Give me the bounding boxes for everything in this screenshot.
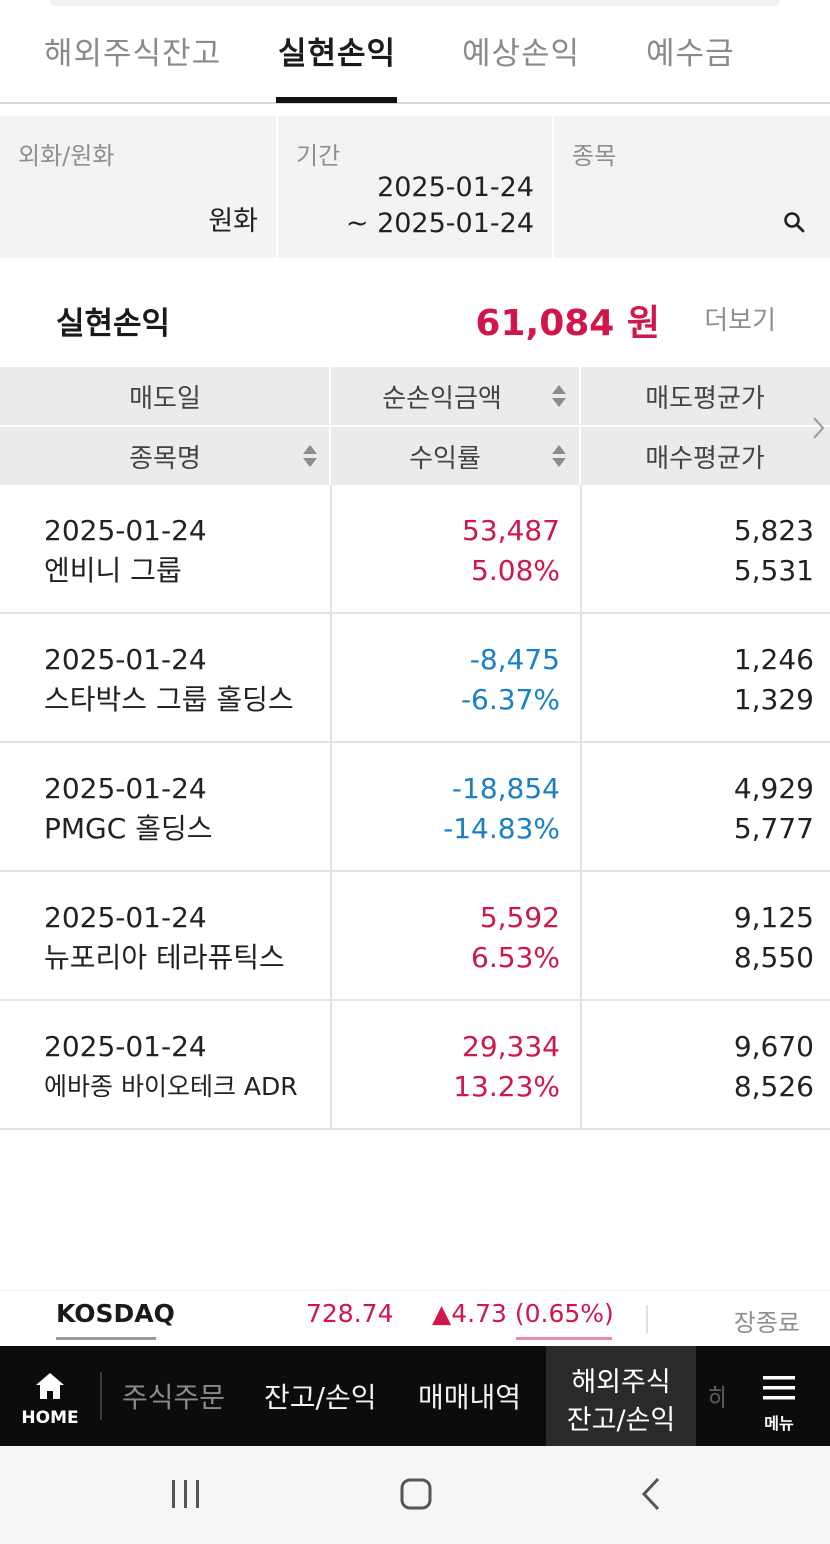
- stock-filter[interactable]: 종목: [552, 116, 830, 258]
- sell-date: 2025-01-24: [44, 643, 207, 676]
- top-search-bar-edge: [50, 0, 780, 6]
- header-return-rate[interactable]: 수익률: [409, 443, 481, 474]
- search-icon[interactable]: [782, 210, 806, 234]
- return-rate: 6.53%: [471, 941, 560, 974]
- net-profit: 53,487: [462, 514, 560, 547]
- sell-avg-price: 1,246: [733, 643, 814, 676]
- buy-avg-price: 5,777: [733, 812, 814, 845]
- currency-filter[interactable]: 외화/원화 원화: [0, 116, 276, 258]
- tab-overseas-balance[interactable]: 해외주식잔고: [44, 36, 222, 72]
- stock-name: 스타박스 그룹 홀딩스: [44, 683, 294, 716]
- net-profit: 29,334: [462, 1030, 560, 1063]
- return-rate: 5.08%: [471, 554, 560, 587]
- header-sell-avg-price: 매도평균가: [645, 383, 765, 414]
- net-profit: -8,475: [469, 643, 560, 676]
- net-profit: -18,854: [451, 772, 560, 805]
- table-header: 매도일 순손익금액 매도평균가 종목명 수익률 매수평균가: [0, 367, 830, 485]
- period-end: ~ 2025-01-24: [345, 208, 534, 239]
- chevron-right-icon[interactable]: [810, 415, 826, 441]
- pnl-table-body: 2025-01-24 엔비니 그룹 53,487 5.08% 5,823 5,531 …: [0, 485, 830, 1130]
- header-stock-name[interactable]: 종목명: [129, 443, 201, 474]
- period-start: 2025-01-24: [377, 172, 534, 203]
- stock-filter-label: 종목: [572, 142, 617, 170]
- stock-name: 에바종 바이오테크 ADR: [44, 1072, 298, 1101]
- period-filter[interactable]: 기간 2025-01-24 ~ 2025-01-24: [276, 116, 552, 258]
- header-sell-date: 매도일: [129, 383, 201, 414]
- home-icon: [36, 1373, 64, 1399]
- more-button[interactable]: 더보기: [704, 306, 776, 336]
- tab-realized-pnl[interactable]: 실현손익: [278, 36, 397, 72]
- table-row[interactable]: 2025-01-24 PMGC 홀딩스 -18,854 -14.83% 4,929 5…: [0, 743, 830, 872]
- nav-divider: [100, 1372, 102, 1420]
- home-system-icon[interactable]: [398, 1476, 434, 1512]
- bottom-nav: HOME 주식주문 잔고/손익 매매내역 해외주식 잔고/손익 해 메뉴: [0, 1346, 830, 1446]
- header-divider: [0, 425, 830, 427]
- menu-label[interactable]: 메뉴: [764, 1414, 794, 1433]
- nav-stock-order[interactable]: 주식주문: [122, 1381, 226, 1414]
- table-row[interactable]: 2025-01-24 에바종 바이오테크 ADR 29,334 13.23% 9,6…: [0, 1001, 830, 1130]
- header-net-profit[interactable]: 순손익금액: [382, 383, 502, 414]
- ticker-next-line-edge: [56, 1337, 156, 1346]
- active-tab-indicator: [276, 97, 397, 103]
- sort-icon[interactable]: [551, 443, 567, 469]
- table-row[interactable]: 2025-01-24 엔비니 그룹 53,487 5.08% 5,823 5,531: [0, 485, 830, 614]
- tab-bar: 해외주식잔고 실현손익 예상손익 예수금: [0, 0, 830, 104]
- summary-total-value: 61,084 원: [475, 303, 660, 344]
- filter-panel: 외화/원화 원화 기간 2025-01-24 ~ 2025-01-24 종목: [0, 116, 830, 258]
- sell-date: 2025-01-24: [44, 514, 207, 547]
- ticker-index-change: ▲4.73 (0.65%): [432, 1299, 614, 1328]
- buy-avg-price: 8,526: [733, 1070, 814, 1103]
- currency-filter-label: 외화/원화: [18, 142, 115, 170]
- sell-avg-price: 9,670: [733, 1030, 814, 1063]
- sell-avg-price: 5,823: [733, 514, 814, 547]
- nav-active-line2: 잔고/손익: [566, 1405, 676, 1436]
- nav-overseas-balance-pnl[interactable]: 해외주식 잔고/손익: [546, 1346, 696, 1446]
- table-row[interactable]: 2025-01-24 스타박스 그룹 홀딩스 -8,475 -6.37% 1,246…: [0, 614, 830, 743]
- buy-avg-price: 1,329: [733, 683, 814, 716]
- ticker-index-name: KOSDAQ: [56, 1299, 175, 1328]
- sell-date: 2025-01-24: [44, 772, 207, 805]
- sell-avg-price: 4,929: [733, 772, 814, 805]
- nav-next-item-peek: 해: [708, 1384, 724, 1414]
- return-rate: -14.83%: [443, 812, 560, 845]
- currency-filter-value: 원화: [208, 206, 258, 237]
- hamburger-menu-icon[interactable]: [762, 1374, 796, 1402]
- home-label: HOME: [21, 1408, 79, 1428]
- sell-date: 2025-01-24: [44, 901, 207, 934]
- net-profit: 5,592: [479, 901, 560, 934]
- buy-avg-price: 8,550: [733, 941, 814, 974]
- home-button[interactable]: HOME: [0, 1346, 100, 1446]
- system-nav-bar: [0, 1446, 830, 1544]
- stock-name: 뉴포리아 테라퓨틱스: [44, 941, 285, 974]
- sort-icon[interactable]: [551, 383, 567, 409]
- market-status: 장종료: [733, 1309, 800, 1337]
- stock-name: PMGC 홀딩스: [44, 812, 213, 845]
- nav-trade-history[interactable]: 매매내역: [418, 1381, 522, 1414]
- table-row[interactable]: 2025-01-24 뉴포리아 테라퓨틱스 5,592 6.53% 9,125 8,5…: [0, 872, 830, 1001]
- ticker-divider: [646, 1305, 648, 1333]
- nav-active-line1: 해외주식: [571, 1367, 671, 1398]
- ticker-next-line-edge: [516, 1337, 612, 1346]
- market-ticker[interactable]: KOSDAQ 728.74 ▲4.73 (0.65%) 장종료: [0, 1290, 830, 1346]
- tab-deposit[interactable]: 예수금: [646, 36, 735, 72]
- back-icon[interactable]: [634, 1476, 670, 1512]
- buy-avg-price: 5,531: [733, 554, 814, 587]
- recent-apps-icon[interactable]: [168, 1476, 204, 1512]
- ticker-index-value: 728.74: [306, 1299, 394, 1328]
- nav-balance-pnl[interactable]: 잔고/손익: [264, 1381, 377, 1414]
- return-rate: -6.37%: [460, 683, 560, 716]
- return-rate: 13.23%: [453, 1070, 560, 1103]
- header-buy-avg-price: 매수평균가: [645, 443, 765, 474]
- sell-avg-price: 9,125: [733, 901, 814, 934]
- summary-label: 실현손익: [56, 306, 171, 342]
- sell-date: 2025-01-24: [44, 1030, 207, 1063]
- stock-name: 엔비니 그룹: [44, 554, 182, 587]
- period-filter-label: 기간: [296, 142, 341, 170]
- tab-expected-pnl[interactable]: 예상손익: [462, 36, 581, 72]
- sort-icon[interactable]: [302, 443, 318, 469]
